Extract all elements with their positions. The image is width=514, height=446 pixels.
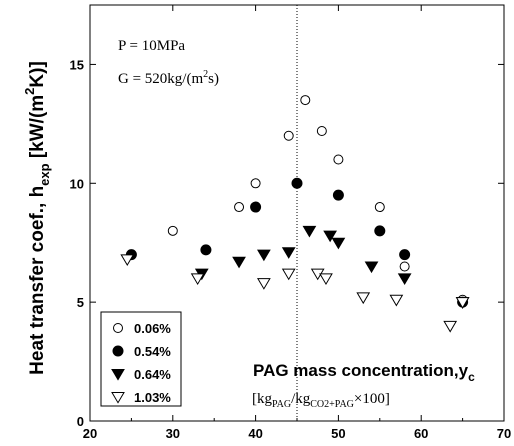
x-label-unit-sub2: CO2+PAG xyxy=(310,399,354,410)
x-label-unit-open: [kg xyxy=(252,391,272,407)
x-axis-label-line1: PAG mass concentration,yc xyxy=(253,361,475,384)
data-point-series-3 xyxy=(397,273,412,286)
data-point-series-3 xyxy=(281,247,296,259)
data-point-series-3 xyxy=(364,261,379,274)
x-tick-label: 40 xyxy=(248,426,262,441)
mass-flux-close: s) xyxy=(208,71,219,87)
data-point-series-4 xyxy=(257,278,271,290)
x-label-unit-mid: /kg xyxy=(291,391,311,407)
y-tick-label: 5 xyxy=(77,295,84,310)
data-point-series-4 xyxy=(319,273,333,286)
x-tick-label: 30 xyxy=(166,426,180,441)
data-point-series-1 xyxy=(283,130,294,141)
x-axis-label-line2: [kgPAG/kgCO2+PAG×100] xyxy=(252,391,390,410)
data-point-series-4 xyxy=(120,254,135,267)
mass-flux-open: G = 520kg/(m xyxy=(118,71,203,87)
legend: 0.06% 0.54% 0.64% 1.03% xyxy=(100,311,182,407)
data-point-series-1 xyxy=(374,202,385,213)
y-label-unit-close: K)] xyxy=(27,61,48,87)
data-point-series-2 xyxy=(200,244,212,256)
data-point-series-3 xyxy=(302,225,317,238)
legend-label-series-3: 0.64% xyxy=(134,367,171,382)
y-tick-label: 0 xyxy=(77,414,84,429)
data-point-series-1 xyxy=(300,95,311,106)
data-point-series-3 xyxy=(232,256,246,269)
data-point-series-4 xyxy=(356,292,371,305)
legend-items: 0.06% 0.54% 0.64% 1.03% xyxy=(111,321,171,405)
x-tick-label: 70 xyxy=(497,426,511,441)
pressure-annotation: P = 10MPa xyxy=(118,38,185,54)
y-label-sub: exp xyxy=(37,163,52,185)
data-point-series-4 xyxy=(455,297,470,309)
data-point-series-1 xyxy=(333,154,344,165)
y-label-unit-sup: 2 xyxy=(22,88,37,95)
data-point-series-1 xyxy=(167,225,178,236)
data-point-series-2 xyxy=(332,189,344,201)
legend-label-series-1: 0.06% xyxy=(134,321,171,336)
data-point-series-2 xyxy=(374,225,386,237)
x-label-main: PAG mass concentration,y xyxy=(253,361,469,380)
data-marks xyxy=(120,95,470,333)
data-point-series-4 xyxy=(389,294,404,307)
x-label-unit-sub1: PAG xyxy=(272,399,291,410)
x-label-sub: c xyxy=(468,370,475,384)
y-label-main: Heat transfer coef., h xyxy=(27,186,48,375)
data-point-series-4 xyxy=(281,268,296,281)
data-point-series-1 xyxy=(316,125,327,136)
x-label-unit-close: ×100] xyxy=(354,391,390,407)
data-point-series-1 xyxy=(399,261,410,272)
y-tick-label: 15 xyxy=(70,57,84,72)
data-point-series-2 xyxy=(291,177,303,189)
legend-marker-series-4 xyxy=(111,392,125,404)
data-point-series-2 xyxy=(250,201,262,213)
mass-flux-annotation: G = 520kg/(m2s) xyxy=(118,69,219,87)
data-point-series-4 xyxy=(443,320,458,333)
axis-ticks: 20 30 40 50 60 70 0 5 10 15 xyxy=(70,5,511,441)
mass-flux-sup: 2 xyxy=(203,69,208,80)
y-tick-label: 10 xyxy=(70,176,84,191)
legend-label-series-2: 0.54% xyxy=(134,344,171,359)
y-label-unit-open: [kW/(m xyxy=(27,95,48,164)
legend-label-series-4: 1.03% xyxy=(134,390,171,405)
x-tick-label: 60 xyxy=(414,426,428,441)
data-point-series-1 xyxy=(234,202,245,213)
data-point-series-4 xyxy=(190,273,205,286)
data-point-series-3 xyxy=(323,230,337,243)
legend-marker-series-3 xyxy=(111,369,125,381)
x-tick-label: 50 xyxy=(331,426,345,441)
legend-marker-series-2 xyxy=(112,345,124,357)
legend-marker-series-1 xyxy=(113,323,123,333)
x-tick-label: 20 xyxy=(83,426,97,441)
data-point-series-3 xyxy=(257,249,271,262)
data-point-series-2 xyxy=(399,249,411,261)
data-point-series-3 xyxy=(331,237,346,250)
data-point-series-1 xyxy=(250,178,261,189)
y-axis-label: Heat transfer coef., hexp [kW/(m2K)] xyxy=(22,61,52,375)
